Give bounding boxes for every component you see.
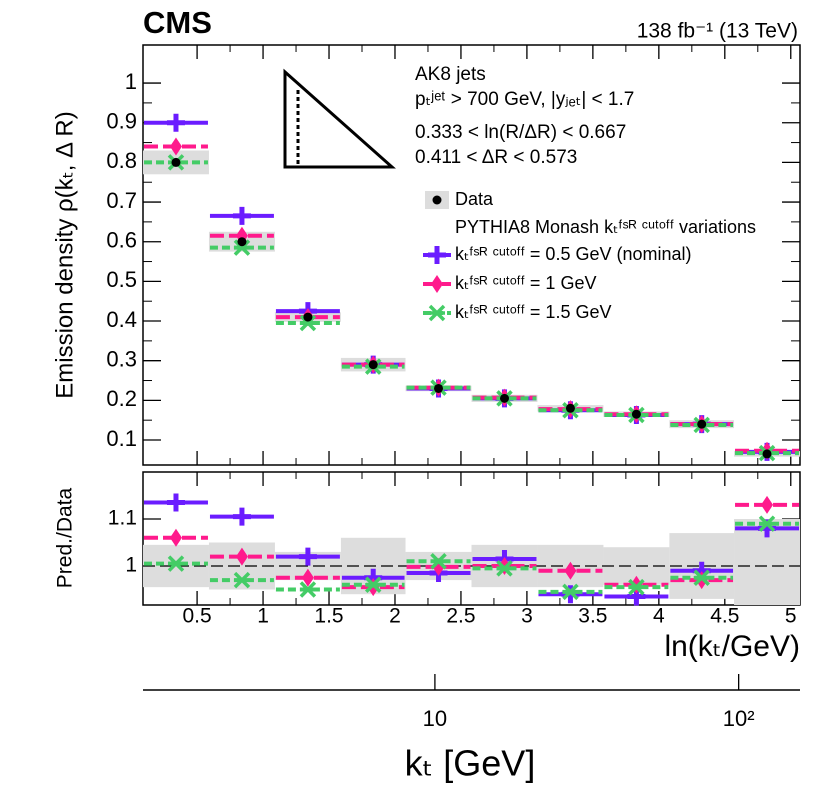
upper-frame (142, 44, 801, 466)
x-tick-label: 2.5 (446, 605, 475, 628)
marker-xstar (233, 571, 251, 589)
legend-label: kₜᶠˢᴿ ᶜᵘᵗᵒᶠᶠ = 1 GeV (455, 273, 596, 293)
data-point (171, 157, 181, 167)
x-axis-title: ln(kₜ/GeV) (664, 630, 800, 663)
y-tick-label: 0.7 (106, 188, 137, 213)
ratio-y-tick-label: 1 (125, 554, 137, 577)
legend-header: PYTHIA8 Monash kₜᶠˢᴿ ᶜᵘᵗᵒᶠᶠ variations (455, 217, 756, 237)
marker-plus (232, 206, 251, 225)
secondary-x-tick-label: 10 (423, 706, 447, 731)
x-tick-label: 3.5 (578, 605, 607, 628)
y-tick-label: 0.2 (106, 386, 137, 411)
marker-xstar (496, 560, 513, 577)
data-point (762, 449, 772, 459)
marker-xstar (167, 555, 185, 572)
marker-xstar (233, 239, 251, 256)
y-tick-label: 0.8 (106, 148, 137, 173)
x-tick-label: 3 (521, 605, 533, 628)
data-point (697, 419, 707, 429)
x-tick-label: 4.5 (710, 605, 739, 628)
data-point (434, 383, 444, 393)
marker-xstar (364, 576, 382, 594)
marker-diamond (235, 547, 248, 566)
legend-label: Data (455, 189, 494, 209)
marker-diamond (301, 568, 314, 587)
marker-xstar (430, 553, 447, 570)
y-tick-label: 0.3 (106, 347, 137, 372)
data-point (565, 403, 575, 413)
marker-xstar (428, 304, 446, 322)
x-tick-label: 2 (389, 605, 401, 628)
data-point (303, 312, 313, 322)
annotation: 0.333 < ln(R/ΔR) < 0.667 (415, 122, 626, 143)
annotation: pₜʲᵉᵗ > 700 GeV, |yⱼₑₜ| < 1.7 (415, 89, 634, 110)
legend-label: kₜᶠˢᴿ ᶜᵘᵗᵒᶠᶠ = 0.5 GeV (nominal) (455, 244, 692, 264)
data-point (237, 237, 247, 247)
marker-diamond (169, 528, 182, 547)
marker-diamond (761, 495, 774, 514)
annotation: 0.411 < ΔR < 0.573 (415, 147, 577, 168)
secondary-x-tick-label: 10² (723, 706, 755, 731)
marker-xstar (693, 569, 710, 586)
ratio-axis-title: Pred./Data (54, 487, 77, 588)
marker-diamond (169, 137, 182, 156)
x-tick-label: 0.5 (182, 605, 211, 628)
y-tick-label: 0.1 (106, 426, 137, 451)
legend-label: kₜᶠˢᴿ ᶜᵘᵗᵒᶠᶠ = 1.5 GeV (455, 302, 611, 322)
marker-plus (298, 547, 317, 566)
legend-data-point (432, 195, 442, 205)
secondary-axis-title: kₜ [GeV] (405, 743, 536, 784)
marker-xstar (299, 314, 317, 332)
marker-plus (232, 507, 251, 526)
y-tick-label: 1 (125, 69, 137, 94)
marker-xstar (562, 583, 579, 601)
x-tick-label: 1 (257, 605, 269, 628)
data-point (368, 360, 378, 370)
x-tick-label: 1.5 (314, 605, 343, 628)
marker-plus (166, 113, 185, 132)
triangle-icon (283, 68, 396, 169)
y-tick-label: 0.9 (106, 109, 137, 134)
y-axis-title: Emission density ρ(kₜ, Δ R) (51, 111, 78, 399)
marker-xstar (299, 581, 317, 598)
marker-plus (428, 246, 446, 264)
luminosity-label: 138 fb⁻¹ (13 TeV) (637, 20, 798, 43)
experiment-label: CMS (143, 5, 212, 40)
data-point (631, 409, 641, 419)
marker-diamond (564, 561, 577, 580)
y-tick-label: 0.5 (106, 267, 137, 292)
y-tick-label: 0.4 (106, 307, 137, 332)
marker-xstar (758, 515, 776, 532)
x-tick-label: 4 (653, 605, 665, 628)
data-point (499, 393, 509, 403)
ratio-y-tick-label: 1.1 (108, 507, 137, 530)
marker-plus (166, 493, 185, 512)
marker-diamond (431, 275, 443, 293)
marker-xstar (628, 578, 645, 596)
annotation: AK8 jets (415, 64, 486, 85)
y-tick-label: 0.6 (106, 228, 137, 253)
x-tick-label: 5 (785, 605, 797, 628)
